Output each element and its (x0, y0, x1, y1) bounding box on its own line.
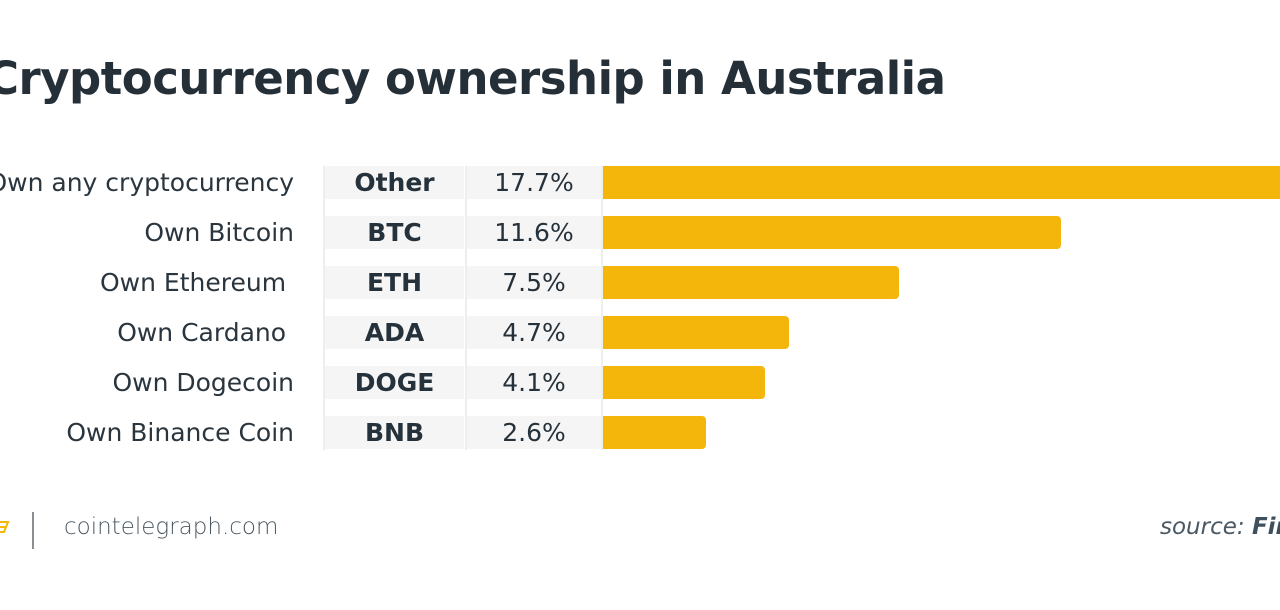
page-title: Cryptocurrency ownership in Australia (0, 52, 946, 105)
table-row: Own Dogecoin DOGE 4.1% (0, 366, 1280, 399)
coin-code: Other (325, 166, 464, 199)
bar (603, 316, 789, 349)
bar (603, 266, 900, 299)
coin-code: DOGE (325, 366, 464, 399)
percentage: 7.5% (467, 266, 601, 299)
percentage: 2.6% (467, 416, 601, 449)
table-row: Own Ethereum ETH 7.5% (0, 266, 1280, 299)
source-credit: source: Finder (1160, 514, 1280, 540)
column-divider (323, 166, 325, 450)
site-link[interactable]: cointelegraph.com (64, 514, 279, 540)
row-label: Own Binance Coin (66, 418, 294, 447)
table-row: Own Binance Coin BNB 2.6% (0, 416, 1280, 449)
coin-code: BNB (325, 416, 464, 449)
bar (603, 366, 765, 399)
table-row: Own Bitcoin BTC 11.6% (0, 216, 1280, 249)
row-label: Own any cryptocurrency (0, 168, 294, 197)
percentage: 4.1% (467, 366, 601, 399)
row-label: Own Ethereum (100, 268, 294, 297)
bar (603, 166, 1280, 199)
table-row: Own Cardano ADA 4.7% (0, 316, 1280, 349)
bar (603, 216, 1062, 249)
row-label: Own Bitcoin (144, 218, 294, 247)
percentage: 4.7% (467, 316, 601, 349)
table-row: Own any cryptocurrency Other 17.7% (0, 166, 1280, 199)
bar (603, 416, 706, 449)
footer-divider (32, 512, 34, 549)
coin-code: ADA (325, 316, 464, 349)
coin-code: ETH (325, 266, 464, 299)
percentage: 17.7% (467, 166, 601, 199)
column-divider (601, 166, 603, 450)
source-prefix: source: (1160, 514, 1252, 540)
cointelegraph-logo-icon (0, 516, 10, 538)
column-divider (465, 166, 467, 450)
coin-code: BTC (325, 216, 464, 249)
percentage: 11.6% (467, 216, 601, 249)
row-label: Own Dogecoin (112, 368, 294, 397)
source-name: Finder (1251, 514, 1280, 540)
row-label: Own Cardano (117, 318, 294, 347)
